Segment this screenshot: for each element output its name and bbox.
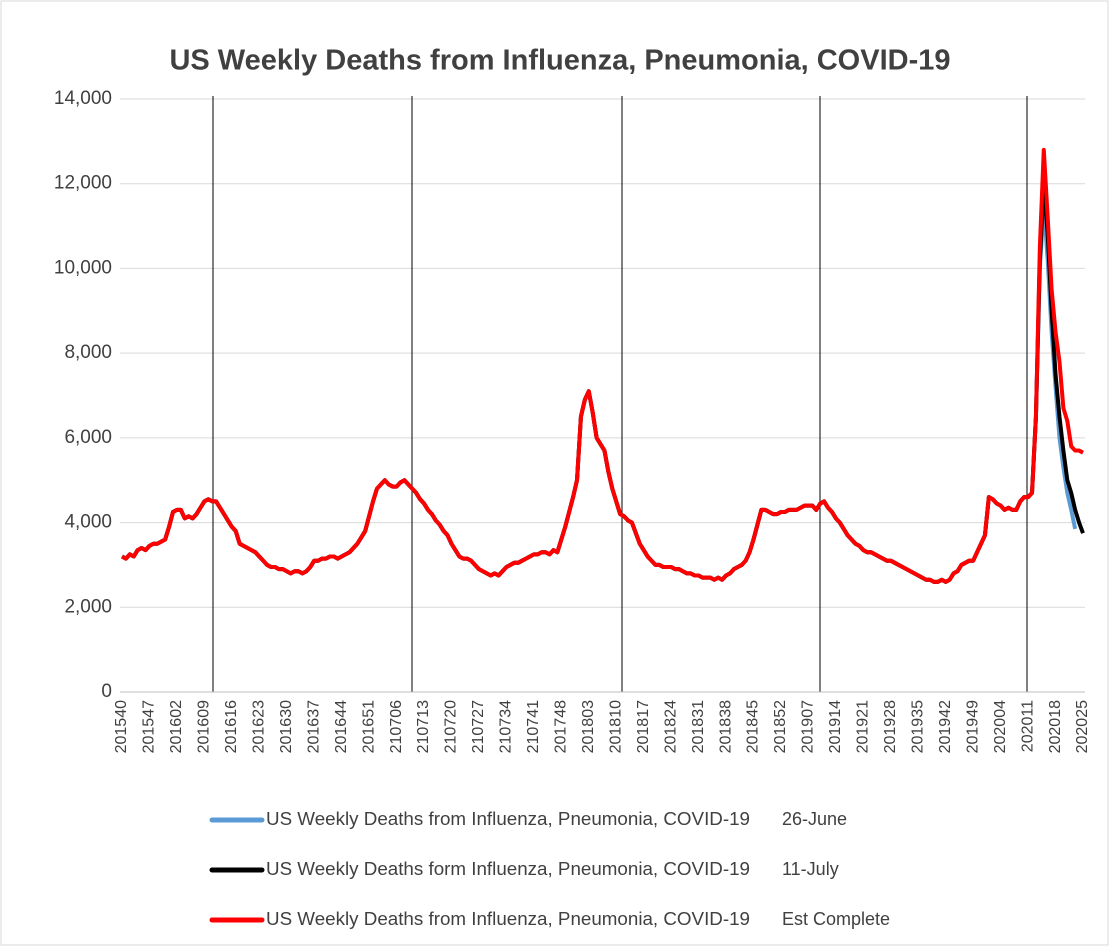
x-tick-label: 210741	[525, 700, 542, 753]
x-tick-label: 202025	[1074, 700, 1091, 753]
x-tick-label: 201845	[745, 700, 762, 753]
x-tick-label: 201651	[360, 700, 377, 753]
x-tick-label: 201942	[937, 700, 954, 753]
x-tick-label: 201928	[882, 700, 899, 753]
y-tick-label: 12,000	[54, 173, 112, 194]
x-tick-label: 201644	[333, 700, 350, 753]
x-tick-label: 201748	[553, 700, 570, 753]
x-tick-label: 201831	[690, 700, 707, 753]
legend-label: US Weekly Deaths form Influenza, Pneumon…	[266, 859, 750, 879]
x-tick-label: 210706	[388, 700, 405, 753]
x-tick-label: 201803	[580, 700, 597, 753]
legend-label: US Weekly Deaths from Influenza, Pneumon…	[266, 809, 750, 829]
series-line	[121, 147, 1084, 584]
x-tick-label: 201852	[772, 700, 789, 753]
legend-label: US Weekly Deaths from Influenza, Pneumon…	[266, 909, 750, 929]
x-tick-label: 201547	[141, 700, 158, 753]
x-tick-label: 201602	[168, 700, 185, 753]
x-tick-label: 201921	[855, 700, 872, 753]
y-tick-label: 0	[101, 681, 112, 702]
x-tick-label: 202004	[992, 700, 1009, 753]
y-tick-label: 2,000	[64, 596, 112, 617]
x-tick-label: 201935	[909, 700, 926, 753]
y-tick-label: 14,000	[54, 88, 112, 109]
x-tick-label: 202018	[1047, 700, 1064, 753]
x-tick-label: 201637	[305, 700, 322, 753]
chart-title: US Weekly Deaths from Influenza, Pneumon…	[169, 45, 950, 77]
legend-version: 26-June	[782, 809, 847, 829]
y-tick-label: 10,000	[54, 257, 112, 278]
x-tick-label: 210734	[498, 700, 515, 753]
x-tick-label: 210720	[443, 700, 460, 753]
x-tick-label: 210713	[415, 700, 432, 753]
legend-version: 11-July	[782, 859, 839, 879]
x-tick-label: 210727	[470, 700, 487, 753]
x-tick-label: 201540	[113, 700, 130, 753]
x-tick-label: 201623	[251, 700, 268, 753]
y-tick-label: 4,000	[64, 512, 112, 533]
x-tick-label: 201824	[662, 700, 679, 753]
y-tick-label: 8,000	[64, 342, 112, 363]
x-tick-label: 202011	[1019, 700, 1036, 752]
x-tick-label: 201609	[196, 700, 213, 753]
y-tick-label: 6,000	[64, 427, 112, 448]
x-tick-label: 201817	[635, 700, 652, 753]
x-tick-label: 201838	[717, 700, 734, 753]
x-tick-label: 201949	[964, 700, 981, 753]
x-tick-label: 201810	[607, 700, 624, 753]
legend-version: Est Complete	[782, 909, 890, 929]
x-tick-label: 201914	[827, 700, 844, 753]
x-tick-label: 201630	[278, 700, 295, 753]
x-tick-label: 201616	[223, 700, 240, 753]
x-tick-label: 201907	[800, 700, 817, 753]
